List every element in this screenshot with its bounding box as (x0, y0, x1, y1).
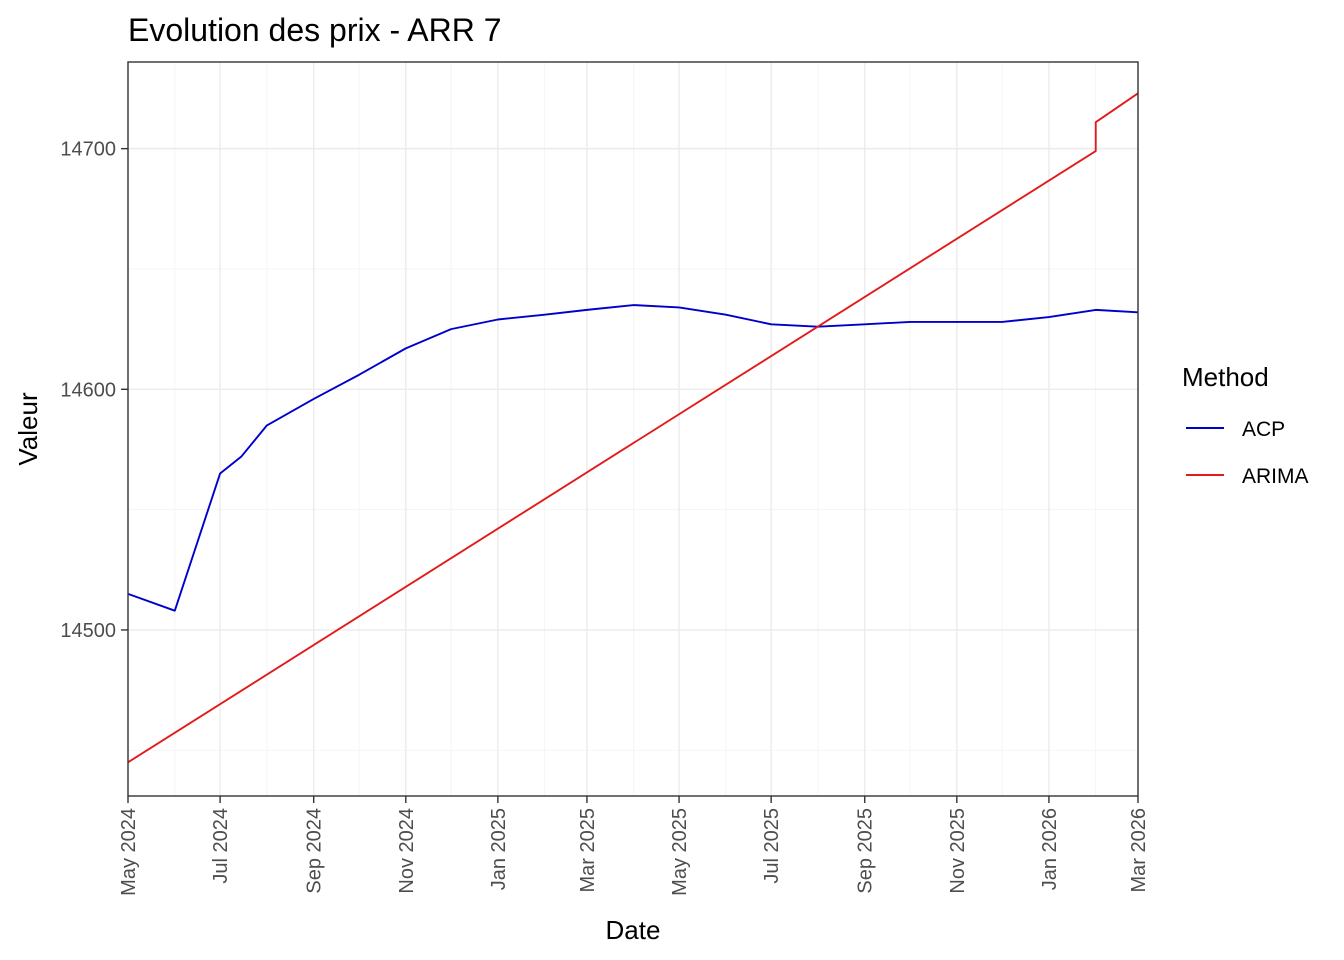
x-tick-label: Jan 2026 (1039, 808, 1061, 890)
x-tick-label: May 2024 (118, 808, 140, 896)
major-gridlines (127, 62, 1139, 796)
legend: Method ACP ARIMA (1182, 362, 1309, 488)
chart-title: Evolution des prix - ARR 7 (128, 12, 502, 48)
y-axis-title: Valeur (13, 392, 43, 466)
x-tick-label: Jan 2025 (488, 808, 510, 890)
x-tick-label: Sep 2025 (855, 808, 877, 894)
x-tick-label: Mar 2025 (577, 808, 599, 893)
x-tick-label: Nov 2024 (396, 808, 418, 894)
series-line-arima (127, 92, 1139, 764)
minor-gridlines (128, 62, 1138, 796)
y-tick-label: 14600 (60, 379, 116, 401)
x-tick-label: Jul 2024 (210, 808, 232, 884)
plot-panel (127, 61, 1139, 797)
legend-label-acp: ACP (1242, 418, 1285, 441)
y-tick-label: 14500 (60, 620, 116, 642)
legend-title: Method (1182, 362, 1269, 392)
x-axis: May 2024 Jul 2024 Sep 2024 Nov 2024 Jan 2025… (118, 796, 1150, 896)
x-axis-title: Date (606, 915, 661, 945)
series-line-acp (127, 304, 1139, 612)
x-tick-label: Sep 2024 (304, 808, 326, 894)
legend-items: ACP ARIMA (1186, 418, 1309, 488)
y-axis: 14500 14600 14700 (60, 139, 128, 642)
x-tick-label: Mar 2026 (1128, 808, 1150, 893)
y-tick-label: 14700 (60, 139, 116, 161)
legend-label-arima: ARIMA (1242, 465, 1309, 488)
x-tick-label: Jul 2025 (761, 808, 783, 884)
x-tick-label: May 2025 (669, 808, 691, 896)
x-tick-label: Nov 2025 (947, 808, 969, 894)
series-layer (127, 92, 1139, 764)
